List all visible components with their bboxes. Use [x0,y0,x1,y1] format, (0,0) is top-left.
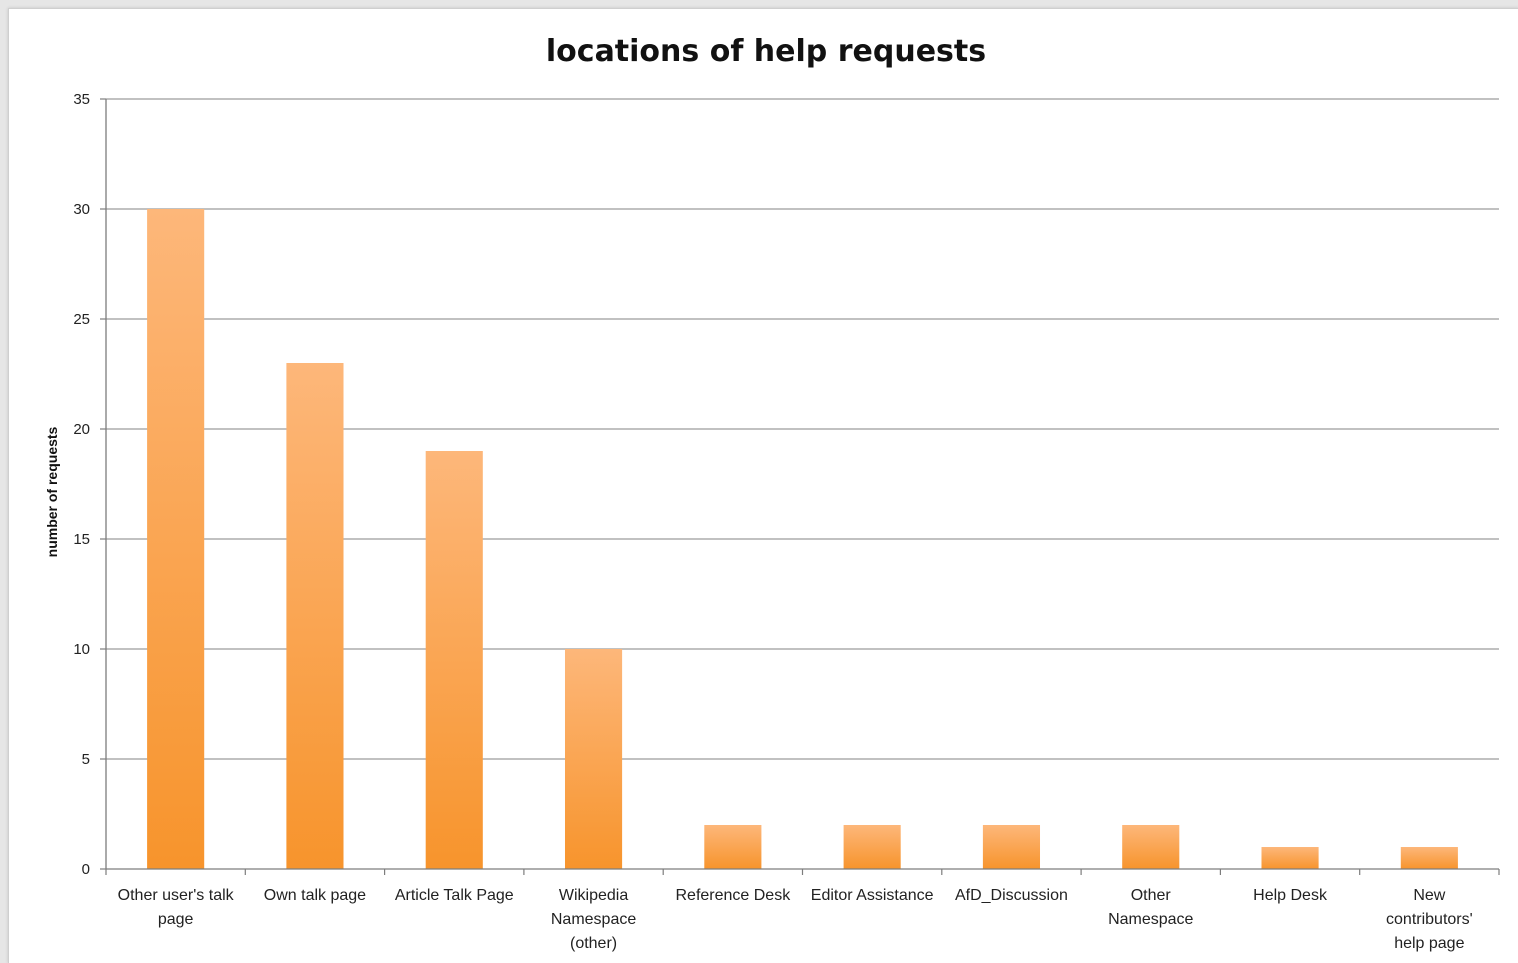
x-tick-label: Own talk page [264,887,366,904]
x-tick-label: Help Desk [1253,887,1328,904]
y-tick-label: 20 [73,421,90,438]
bar-2 [425,451,483,869]
bars [147,209,1458,869]
x-tick-label-line: New [1413,887,1445,904]
y-tick-label: 0 [82,861,90,878]
y-axis-label: number of requests [44,426,60,557]
y-tick-label: 5 [82,751,90,768]
x-tick-label-line: (other) [570,935,617,952]
bar-0 [147,209,205,869]
x-tick-label-line: Own talk page [264,887,366,904]
x-tick-label: Editor Assistance [811,887,934,904]
bar-4 [704,825,762,869]
x-tick-label-line: Other [1131,887,1172,904]
bar-9 [1400,847,1458,869]
x-tick-label-line: Wikipedia [559,887,628,904]
x-tick-label-line: Other user's talk [118,887,235,904]
bar-8 [1261,847,1319,869]
bar-6 [982,825,1041,869]
y-tick-label: 15 [73,531,90,548]
x-tick-label-line: page [158,911,194,928]
x-tick-label: Reference Desk [675,887,791,904]
x-tick-label-line: Editor Assistance [811,887,934,904]
x-tick-label: Article Talk Page [395,887,514,904]
x-tick-label-line: Article Talk Page [395,887,514,904]
bar-1 [286,363,344,869]
x-tick-label: Other Namespace [1108,887,1193,928]
x-tick-label-line: help page [1394,935,1464,952]
x-tick-label: AfD_Discussion [955,887,1068,904]
x-tick-label: New contributors' help page [1386,887,1473,952]
x-tick-label-line: Namespace [1108,911,1193,928]
tick-labels: 0 5 10 15 20 25 30 35 Other user's talk page Own t… [73,91,1472,952]
y-tick-label: 25 [73,311,90,328]
y-tick-label: 10 [73,641,90,658]
x-tick-label: Other user's talk page [118,887,235,928]
bar-5 [843,825,901,869]
x-tick-label-line: Help Desk [1253,887,1328,904]
y-tick-label: 30 [73,201,90,218]
x-tick-label-line: AfD_Discussion [955,887,1068,904]
x-tick-label-line: Reference Desk [675,887,791,904]
bar-3 [564,649,623,869]
bar-7 [1122,825,1180,869]
chart-title: locations of help requests [546,34,986,69]
axes [100,98,1500,875]
x-tick-label-line: Namespace [551,911,636,928]
bar-chart: locations of help requests number of req… [44,34,1500,952]
chart-frame: locations of help requests number of req… [8,8,1518,963]
x-tick-label-line: contributors' [1386,911,1473,928]
y-tick-label: 35 [73,91,90,108]
x-tick-label: Wikipedia Namespace (other) [551,887,636,952]
